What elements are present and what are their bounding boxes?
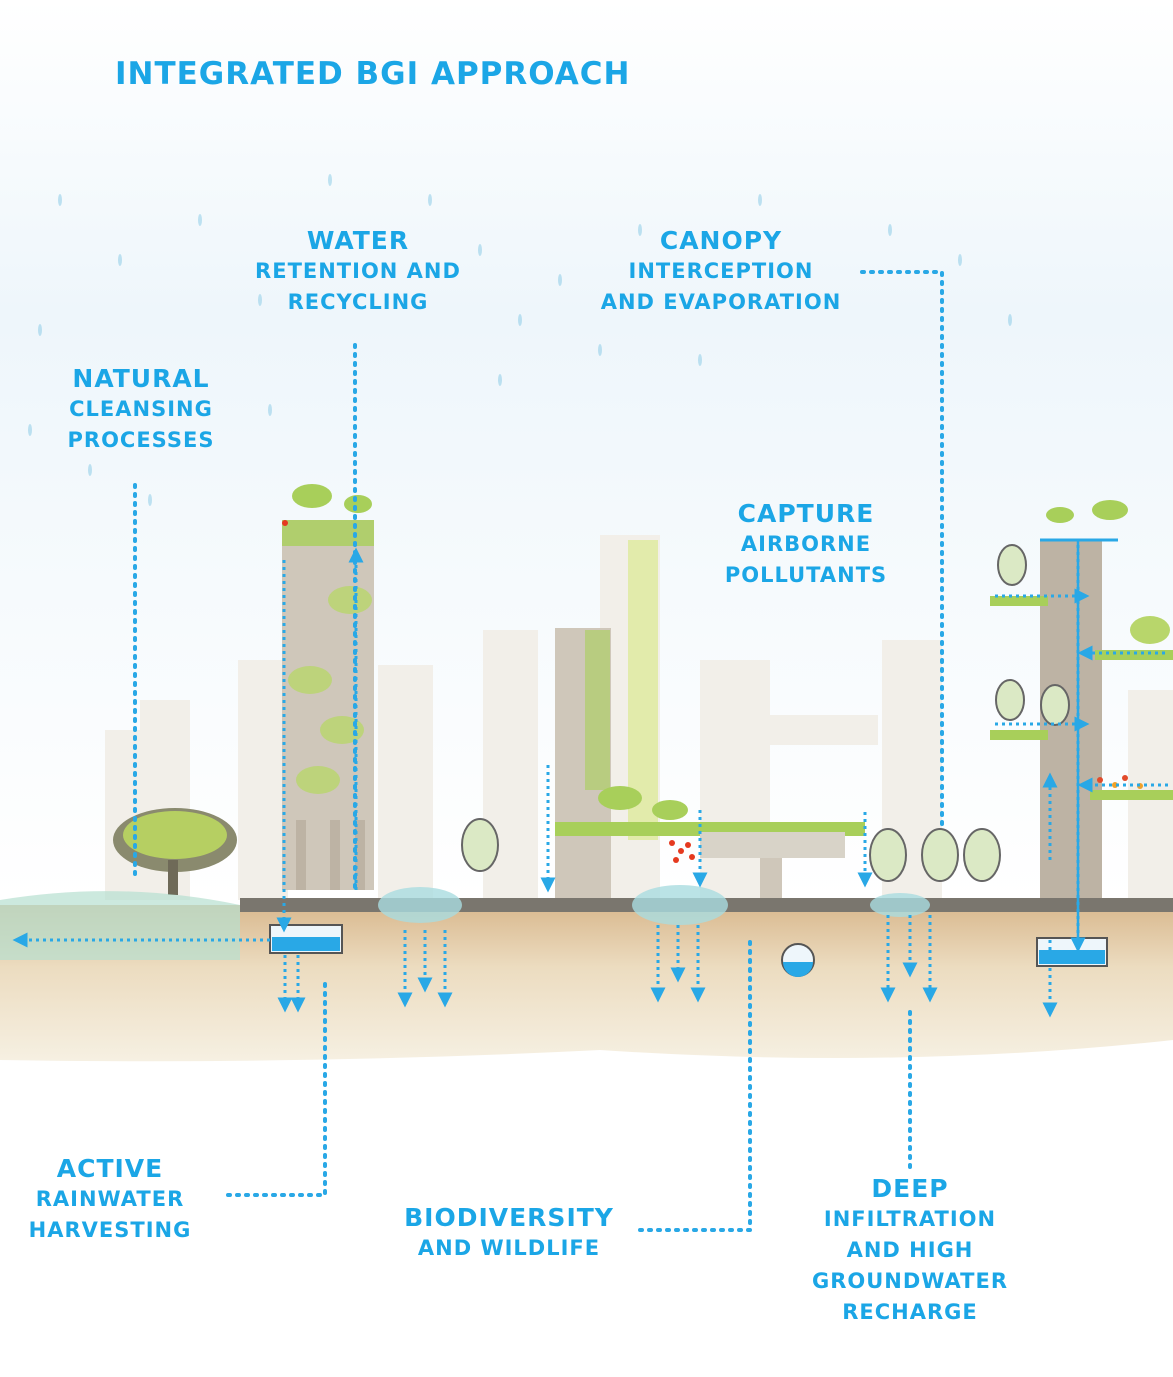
label-line: and wildlife	[417, 1236, 601, 1260]
label-line: airborne	[740, 532, 872, 556]
label-line: recycling	[287, 290, 429, 314]
pollutant-dots	[282, 520, 695, 863]
label-line: cleansing	[69, 397, 213, 421]
water-flow-arrows	[12, 545, 1168, 1018]
label-line: interception	[628, 259, 814, 283]
label-line: processes	[67, 428, 215, 452]
page-title: INTEGRATED BGI APPROACH	[115, 56, 631, 92]
label-line: and high	[846, 1238, 974, 1262]
label-line: Active	[56, 1154, 164, 1183]
biodiversity-label: Biodiversity and wildlife	[396, 1202, 622, 1264]
label-line: Canopy	[659, 226, 783, 255]
label-line: pollutants	[724, 563, 888, 587]
label-line: harvesting	[28, 1218, 192, 1242]
right-tower	[990, 500, 1173, 910]
label-line: infiltration	[823, 1207, 997, 1231]
rainwater-tank	[269, 924, 343, 954]
active-rainwater-label: Active rainwater harvesting	[12, 1153, 208, 1246]
mid-building	[555, 628, 611, 900]
ground	[0, 885, 1173, 1062]
pipe-section	[781, 943, 815, 977]
label-line: Biodiversity	[404, 1203, 614, 1232]
water-retention-label: Water retention and recycling	[218, 225, 498, 318]
capture-pollutants-label: Capture airborne pollutants	[706, 498, 906, 591]
trees	[113, 808, 1001, 895]
natural-cleansing-label: Natural cleansing processes	[36, 363, 246, 456]
label-line: groundwater	[811, 1269, 1008, 1293]
label-line: Natural	[72, 364, 210, 393]
label-line: retention and	[255, 259, 461, 283]
label-line: Water	[306, 226, 410, 255]
rain-drops	[28, 174, 1012, 506]
canopy-interception-label: Canopy interception and evaporation	[566, 225, 876, 318]
label-line: rainwater	[35, 1187, 185, 1211]
label-line: Capture	[737, 499, 875, 528]
green-tower	[282, 484, 374, 890]
deep-infiltration-label: Deep infiltration and high groundwater r…	[782, 1173, 1038, 1328]
right-tank	[1036, 937, 1108, 967]
green-platform	[555, 786, 865, 898]
label-line: recharge	[842, 1300, 978, 1324]
label-line: Deep	[871, 1174, 949, 1203]
leader-lines	[133, 270, 944, 1232]
label-line: and evaporation	[600, 290, 842, 314]
